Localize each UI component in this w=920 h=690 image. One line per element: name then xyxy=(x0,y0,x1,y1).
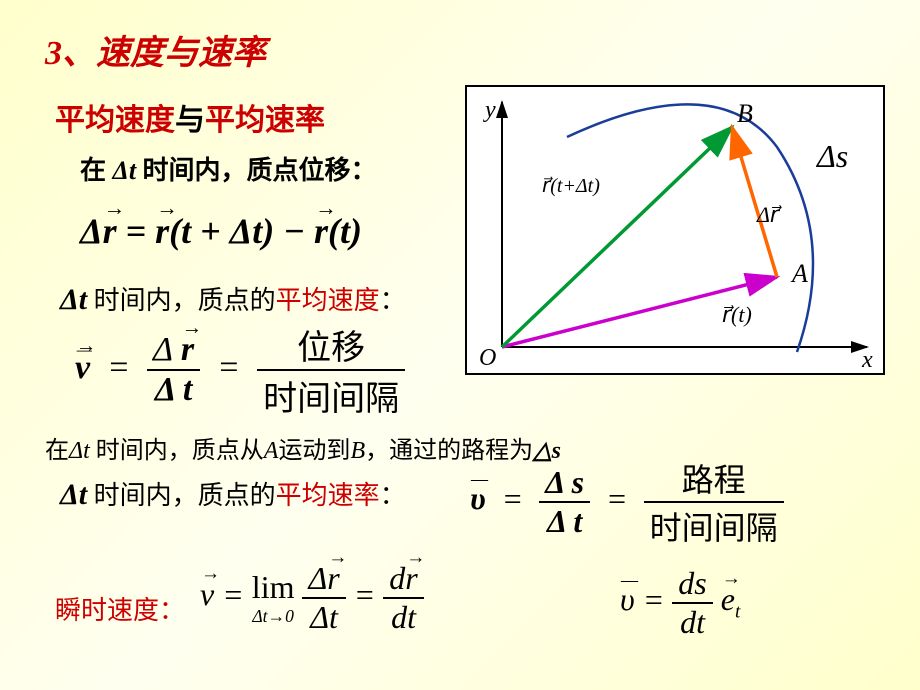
point-a-label: A xyxy=(790,259,808,288)
origin-label: O xyxy=(479,345,496,371)
avg-velocity-label: 平均速度 xyxy=(276,286,380,315)
numerator-label: 位移 xyxy=(257,320,405,371)
avg-velocity-intro: Δt 时间内，质点的平均速度： xyxy=(60,280,406,317)
avg-speed-equation: —υ = Δ s Δ t = 路程 时间间隔 xyxy=(470,455,784,549)
instantaneous-velocity-label: 瞬时速度： xyxy=(55,590,185,627)
displacement-equation: Δr = r(t + Δt) − r(t) xyxy=(80,210,362,252)
avg-speed-label: 平均速率 xyxy=(276,481,380,510)
denominator-label: 时间间隔 xyxy=(644,503,784,549)
x-label: x xyxy=(861,347,873,373)
subtitle: 平均速度与平均速率 xyxy=(55,95,325,139)
text: 时间内，质点位移 xyxy=(136,156,351,185)
vector-diagram: y x O A B Δs Δr⃗ r⃗(t) r⃗(t+Δt) xyxy=(465,85,885,375)
instantaneous-speed-equation: —υ = ds dt et xyxy=(620,565,740,641)
trajectory-curve xyxy=(567,104,813,352)
delta-t: Δt xyxy=(60,478,87,511)
delta-r-label: Δr⃗ xyxy=(756,202,782,227)
delta-t: Δt xyxy=(113,156,137,185)
text: 在 xyxy=(80,156,113,185)
point-b: B xyxy=(350,438,365,464)
subtitle-p3: 平均速率 xyxy=(205,104,325,137)
avg-speed-intro: Δt 时间内，质点的平均速率： xyxy=(60,475,406,512)
y-label: y xyxy=(483,97,496,123)
instantaneous-velocity-equation: v = lim Δt→0 Δr Δt = dr dt xyxy=(200,560,424,636)
text: 运动到 xyxy=(278,438,350,464)
r-tdt-label: r⃗(t+Δt) xyxy=(542,175,600,197)
colon: ： xyxy=(380,481,406,510)
colon: ： xyxy=(380,286,406,315)
delta-t: Δt xyxy=(60,283,87,316)
section-title: 3、速度与速率 xyxy=(45,25,266,74)
colon: ： xyxy=(351,156,377,185)
denominator-label: 时间间隔 xyxy=(257,371,405,420)
numerator-label: 路程 xyxy=(644,455,784,503)
delta-s-label: Δs xyxy=(815,138,848,174)
text: 时间内，质点从 xyxy=(90,438,264,464)
r-t-label: r⃗(t) xyxy=(722,302,752,327)
vector-r-tdt xyxy=(502,127,732,347)
point-b-label: B xyxy=(737,99,753,128)
text: 时间内，质点的 xyxy=(87,286,276,315)
diagram-svg: y x O A B Δs Δr⃗ r⃗(t) r⃗(t+Δt) xyxy=(467,87,887,377)
text: 时间内，质点的 xyxy=(87,481,276,510)
point-a: A xyxy=(264,438,279,464)
avg-velocity-equation: —v = Δ r Δ t = 位移 时间间隔 xyxy=(75,320,405,420)
subtitle-p2: 与 xyxy=(175,104,205,137)
delta-t: Δt xyxy=(69,438,90,464)
subtitle-p1: 平均速度 xyxy=(55,104,175,137)
displacement-intro: 在 Δt 时间内，质点位移： xyxy=(80,150,377,187)
text: 在 xyxy=(45,438,69,464)
